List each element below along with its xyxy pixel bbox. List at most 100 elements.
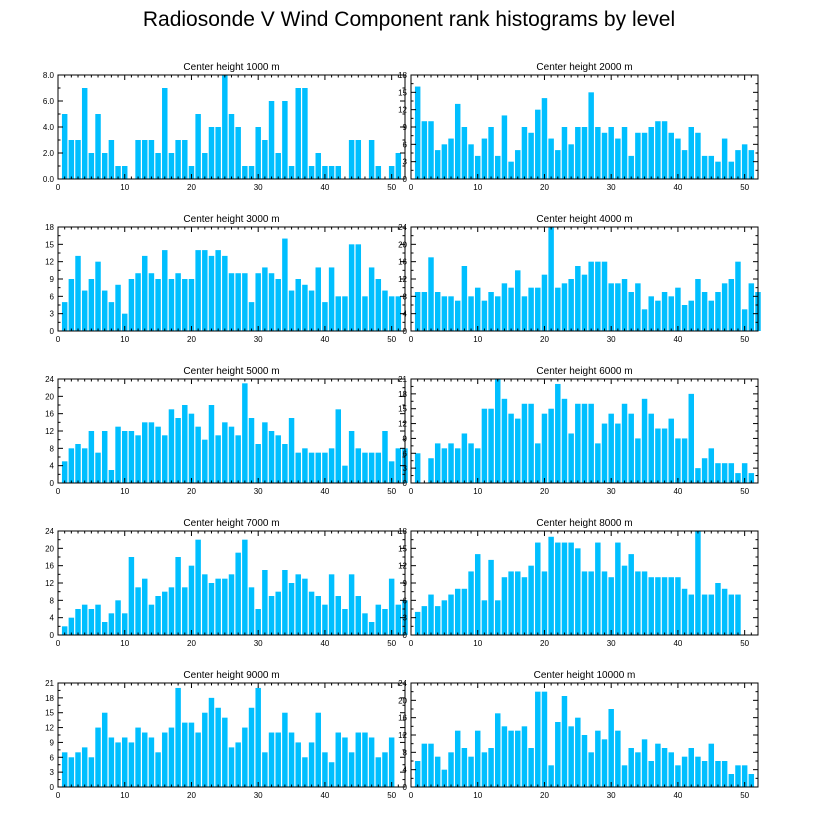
bar — [362, 296, 368, 331]
x-tick-label: 50 — [387, 487, 396, 496]
y-tick-label: 4 — [50, 462, 55, 471]
bar — [695, 279, 701, 331]
bar — [242, 539, 248, 635]
bar — [155, 426, 161, 483]
bar — [215, 578, 221, 635]
bar — [162, 435, 168, 483]
bar — [121, 166, 128, 179]
x-tick-label: 30 — [607, 487, 616, 496]
bar — [188, 565, 195, 635]
x-tick-label: 0 — [56, 487, 61, 496]
bar — [701, 292, 708, 331]
bar — [95, 114, 101, 179]
bar — [322, 452, 328, 483]
bar — [395, 448, 402, 483]
bar — [468, 144, 474, 179]
bar — [222, 717, 228, 787]
x-tick-label: 50 — [387, 335, 396, 344]
bar — [454, 300, 461, 331]
bar — [188, 722, 195, 787]
bar — [515, 150, 521, 179]
y-tick-label: 8.0 — [43, 71, 55, 80]
bar — [488, 559, 494, 635]
bar — [155, 596, 161, 635]
y-tick-label: 18 — [398, 390, 407, 399]
y-tick-label: 24 — [45, 375, 54, 384]
bar — [528, 565, 534, 635]
bar — [735, 473, 741, 483]
bar — [575, 266, 581, 331]
bar — [355, 596, 362, 635]
bar — [428, 594, 434, 635]
bar — [215, 707, 221, 787]
y-tick-label: 18 — [45, 694, 54, 703]
bar — [481, 600, 488, 635]
x-tick-label: 10 — [473, 487, 482, 496]
bar — [242, 273, 248, 331]
bar — [202, 712, 208, 787]
bar — [448, 138, 454, 179]
y-tick-label: 12 — [398, 275, 407, 284]
bar — [355, 448, 362, 483]
bar — [322, 604, 328, 635]
bar — [501, 577, 508, 635]
bar — [135, 140, 141, 179]
y-tick-label: 3 — [403, 614, 408, 623]
y-tick-label: 16 — [45, 410, 54, 419]
bar — [362, 732, 368, 787]
bar — [155, 279, 161, 331]
bar — [474, 554, 481, 635]
bar — [741, 765, 748, 787]
bar — [628, 748, 634, 787]
bar — [601, 423, 608, 483]
y-tick-label: 6 — [50, 292, 55, 301]
bar — [175, 687, 181, 787]
bar — [561, 398, 568, 483]
y-tick-label: 6.0 — [43, 97, 55, 106]
panel-title: Center height 5000 m — [183, 366, 279, 377]
bar — [121, 613, 128, 635]
bar — [641, 309, 648, 331]
panel-10: Center height 10000 m 0 10 20 30 40 50 0 4 8 12 16 2… — [398, 670, 759, 800]
bar — [148, 422, 155, 483]
x-tick-label: 20 — [540, 487, 549, 496]
bar — [595, 443, 601, 483]
bar — [282, 238, 288, 331]
x-tick-label: 0 — [409, 487, 414, 496]
bar — [228, 747, 235, 787]
bar — [195, 539, 201, 635]
bar — [235, 273, 241, 331]
bar — [474, 155, 481, 179]
bar — [162, 250, 168, 331]
y-tick-label: 3 — [50, 768, 55, 777]
bar — [601, 132, 608, 179]
bar — [648, 296, 654, 331]
bar — [282, 712, 288, 787]
bar — [382, 752, 388, 787]
bar — [115, 600, 121, 635]
bar — [315, 267, 321, 331]
bar — [288, 290, 295, 331]
y-tick-label: 12 — [45, 258, 54, 267]
x-tick-label: 20 — [187, 791, 196, 800]
bar — [208, 255, 215, 331]
bar — [621, 403, 628, 483]
bar — [495, 600, 501, 635]
bar — [535, 542, 541, 635]
bar — [641, 571, 648, 635]
bar — [414, 611, 421, 635]
bar — [115, 742, 121, 787]
bar — [668, 418, 674, 483]
bar — [635, 571, 641, 635]
bar — [541, 98, 548, 179]
bar — [188, 279, 195, 331]
bar — [588, 403, 594, 483]
y-tick-label: 3 — [50, 310, 55, 319]
bar — [348, 244, 355, 331]
bar — [228, 114, 235, 179]
y-tick-label: 24 — [45, 527, 54, 536]
y-tick-label: 21 — [398, 375, 407, 384]
bar — [728, 279, 735, 331]
y-tick-label: 9 — [403, 123, 408, 132]
bar — [515, 270, 521, 331]
